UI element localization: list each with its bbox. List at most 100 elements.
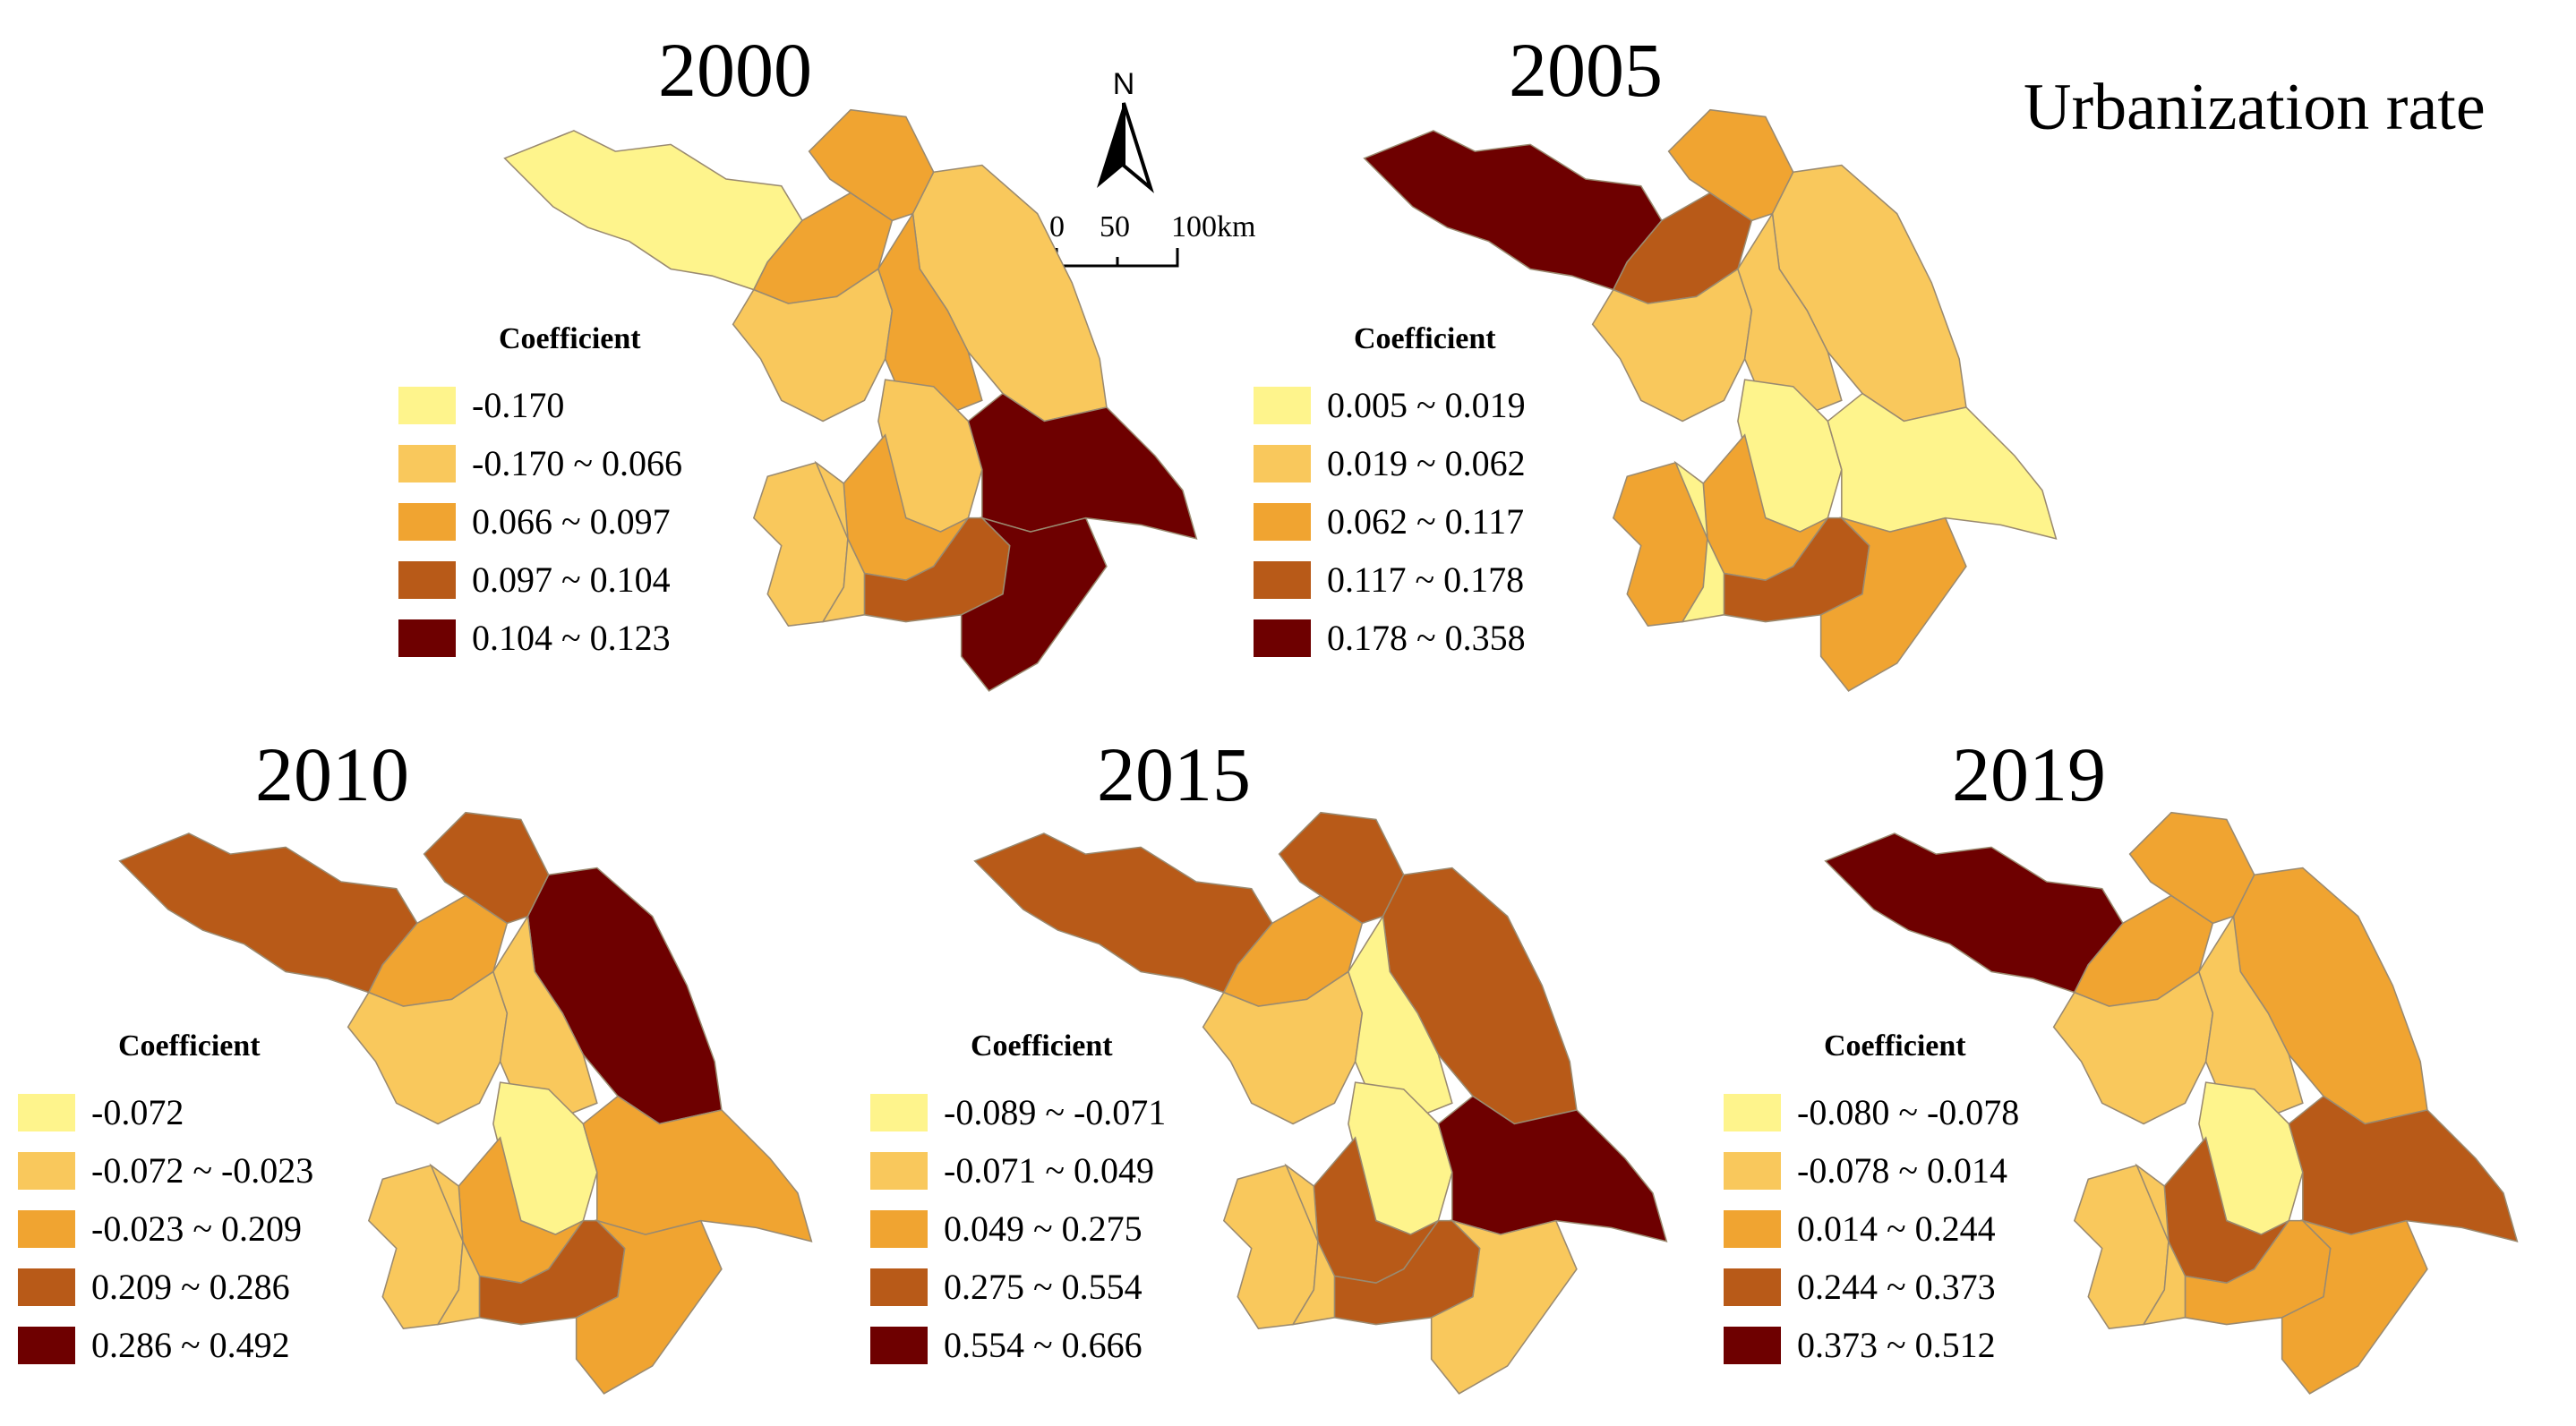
region-9: [1827, 392, 2058, 540]
legend-item: 0.244 ~ 0.373: [1724, 1258, 2019, 1316]
legend-swatch: [1254, 444, 1311, 482]
figure-title: Urbanization rate: [2024, 71, 2486, 144]
legend-title: Coefficient: [1824, 1029, 1966, 1063]
legend-label: 0.049 ~ 0.275: [944, 1208, 1143, 1249]
legend-swatch: [870, 1326, 928, 1364]
region-2: [1278, 811, 1405, 925]
legend-label: -0.089 ~ -0.071: [944, 1092, 1167, 1132]
legend-swatch: [1254, 386, 1311, 424]
region-4: [732, 268, 894, 423]
legend-item: -0.170: [398, 376, 682, 434]
legend-label: 0.209 ~ 0.286: [91, 1267, 290, 1307]
region-2: [2128, 811, 2255, 925]
legend-label: 0.178 ~ 0.358: [1327, 618, 1526, 658]
legend-swatch: [1724, 1151, 1781, 1190]
region-12: [2135, 1163, 2187, 1326]
region-5: [1348, 914, 1453, 1118]
legend-2015: Coefficient -0.089 ~ -0.071 -0.071 ~ 0.049…: [870, 1029, 1166, 1374]
legend-2000: Coefficient -0.170 -0.170 ~ 0.066 0.066 ~ 0…: [398, 322, 682, 667]
legend-swatch: [398, 502, 456, 541]
legend-swatch: [18, 1268, 75, 1306]
map-2019: [1824, 811, 2519, 1395]
north-arrow-icon: N: [1097, 67, 1154, 193]
panel-year-2019: 2019: [1952, 731, 2106, 817]
map-2005: [1363, 108, 2058, 692]
legend-item: 0.097 ~ 0.104: [398, 551, 682, 609]
legend-title: Coefficient: [971, 1029, 1113, 1063]
legend-item: 0.066 ~ 0.097: [398, 492, 682, 551]
map-2015: [973, 811, 1668, 1395]
legend-label: -0.170: [472, 385, 565, 425]
panel-year-2015: 2015: [1097, 731, 1251, 817]
region-12: [814, 460, 866, 623]
region-2: [808, 108, 935, 222]
legend-item: -0.023 ~ 0.209: [18, 1200, 313, 1258]
legend-label: -0.072: [91, 1092, 184, 1132]
legend-item: 0.209 ~ 0.286: [18, 1258, 313, 1316]
region-4: [2052, 970, 2214, 1125]
legend-swatch: [398, 444, 456, 482]
legend-swatch: [870, 1209, 928, 1248]
scale-label-50: 50: [1100, 210, 1130, 243]
region-12: [429, 1163, 481, 1326]
panel-year-2010: 2010: [255, 731, 409, 817]
legend-item: -0.071 ~ 0.049: [870, 1141, 1166, 1200]
legend-swatch: [870, 1268, 928, 1306]
legend-label: -0.170 ~ 0.066: [472, 443, 682, 483]
legend-label: -0.023 ~ 0.209: [91, 1208, 302, 1249]
legend-swatch: [18, 1209, 75, 1248]
legend-label: -0.071 ~ 0.049: [944, 1150, 1154, 1191]
region-11: [2281, 1219, 2428, 1395]
region-9: [1437, 1095, 1668, 1242]
legend-swatch: [1254, 502, 1311, 541]
region-2: [1667, 108, 1794, 222]
region-5: [877, 211, 983, 415]
legend-item: 0.286 ~ 0.492: [18, 1316, 313, 1374]
region-11: [1430, 1219, 1578, 1395]
region-0: [1363, 130, 1663, 291]
legend-label: 0.373 ~ 0.512: [1797, 1325, 1996, 1365]
legend-item: -0.089 ~ -0.071: [870, 1083, 1166, 1141]
legend-item: -0.078 ~ 0.014: [1724, 1141, 2019, 1200]
region-4: [1591, 268, 1753, 423]
region-0: [1824, 833, 2124, 994]
legend-2005: Coefficient 0.005 ~ 0.019 0.019 ~ 0.062 0.0…: [1254, 322, 1526, 667]
legend-item: 0.178 ~ 0.358: [1254, 609, 1526, 667]
legend-swatch: [1724, 1093, 1781, 1131]
legend-label: 0.117 ~ 0.178: [1327, 559, 1525, 600]
legend-swatch: [870, 1093, 928, 1131]
legend-label: 0.062 ~ 0.117: [1327, 501, 1525, 542]
region-4: [1202, 970, 1364, 1125]
region-0: [973, 833, 1273, 994]
legend-label: -0.072 ~ -0.023: [91, 1150, 314, 1191]
region-5: [1737, 211, 1843, 415]
legend-label: 0.066 ~ 0.097: [472, 501, 671, 542]
region-12: [1284, 1163, 1336, 1326]
legend-label: 0.005 ~ 0.019: [1327, 385, 1526, 425]
legend-swatch: [398, 386, 456, 424]
region-9: [967, 392, 1198, 540]
north-label: N: [1113, 67, 1135, 101]
legend-label: 0.104 ~ 0.123: [472, 618, 671, 658]
legend-title: Coefficient: [499, 322, 641, 355]
region-11: [960, 517, 1108, 692]
legend-item: 0.373 ~ 0.512: [1724, 1316, 2019, 1374]
legend-item: -0.080 ~ -0.078: [1724, 1083, 2019, 1141]
legend-label: 0.019 ~ 0.062: [1327, 443, 1526, 483]
legend-label: 0.014 ~ 0.244: [1797, 1208, 1996, 1249]
region-5: [2198, 914, 2304, 1118]
map-2000: [503, 108, 1198, 692]
region-11: [1819, 517, 1967, 692]
region-0: [503, 130, 803, 291]
legend-2019: Coefficient -0.080 ~ -0.078 -0.078 ~ 0.014…: [1724, 1029, 2019, 1374]
legend-swatch: [1724, 1326, 1781, 1364]
legend-swatch: [18, 1093, 75, 1131]
scale-label-0: 0: [1049, 210, 1065, 243]
region-12: [1673, 460, 1725, 623]
legend-item: -0.170 ~ 0.066: [398, 434, 682, 492]
scale-label-100: 100km: [1171, 210, 1256, 243]
region-9: [2288, 1095, 2519, 1242]
region-11: [575, 1219, 723, 1395]
legend-item: 0.019 ~ 0.062: [1254, 434, 1526, 492]
legend-label: 0.286 ~ 0.492: [91, 1325, 290, 1365]
